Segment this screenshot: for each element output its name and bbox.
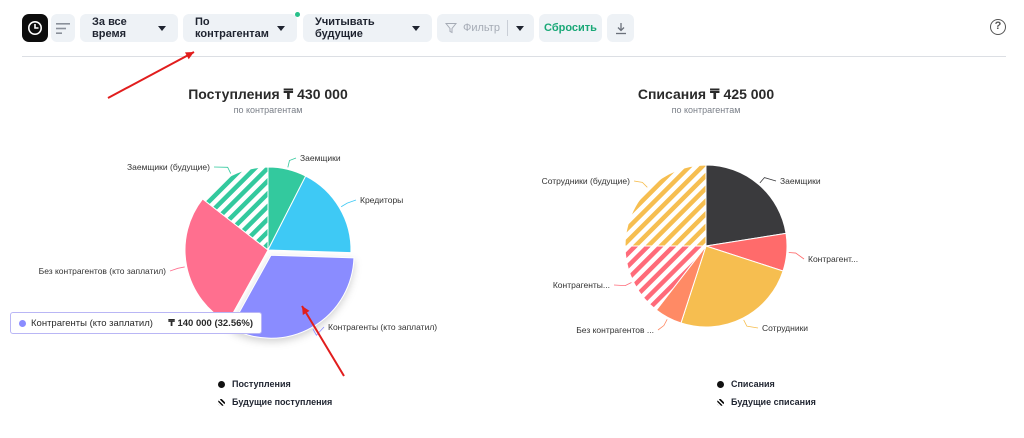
chevron-down-icon (412, 25, 420, 31)
app-logo-button[interactable] (22, 14, 48, 42)
slice-label: Контрагенты (кто заплатил) (328, 322, 437, 332)
slice-label: Сотрудники (будущие) (542, 176, 631, 186)
legend-label: Будущие списания (731, 397, 816, 407)
chevron-down-icon (158, 25, 166, 31)
legend-item[interactable]: Будущие списания (717, 393, 816, 411)
leader-line (633, 180, 648, 188)
slice-label: Контрагенты... (553, 280, 610, 290)
tooltip-value: ₸ 140 000 (32.56%) (168, 317, 253, 329)
leader-line (759, 177, 777, 184)
slice-label: Без контрагентов ... (576, 325, 654, 335)
income-chart-title: Поступления ₸ 430 000 (188, 86, 348, 102)
tooltip-color-dot (19, 319, 26, 327)
legend-item[interactable]: Списания (717, 375, 816, 393)
leader-line (788, 252, 805, 260)
leader-line (312, 326, 325, 336)
slice-label: Заемщики (780, 176, 821, 186)
filter-button-label: Фильтр (463, 22, 500, 34)
future-dropdown-label: Учитывать будущие (315, 16, 375, 40)
slice-label: Без контрагентов (кто заплатил) (39, 266, 167, 276)
annotation-arrow (107, 51, 195, 99)
pie-slice[interactable] (624, 245, 708, 311)
pie-slice[interactable] (267, 175, 352, 254)
hatched-swatch-icon (218, 398, 225, 406)
toolbar: За все время По контрагентам Учитывать б… (0, 0, 1024, 56)
pie-slice[interactable] (201, 166, 269, 252)
download-icon (615, 22, 626, 34)
hatched-swatch-icon (717, 398, 724, 406)
legend-label: Будущие поступления (232, 397, 333, 407)
leader-line (657, 319, 668, 331)
legend-item[interactable]: Поступления (218, 375, 332, 393)
leader-line (743, 319, 759, 329)
list-icon (56, 22, 70, 34)
income-legend: Поступления Будущие поступления (218, 375, 332, 411)
toolbar-divider (22, 56, 1006, 57)
leader-line (340, 199, 357, 208)
reset-button-label: Сбросить (544, 22, 597, 34)
group-by-dropdown-label: По контрагентам (195, 16, 269, 40)
slice-label: Заемщики (будущие) (127, 162, 210, 172)
slice-tooltip: Контрагенты (кто заплатил) ₸ 140 000 (32… (10, 312, 262, 334)
clock-pie-icon (28, 21, 42, 35)
expense-chart-subtitle: по контрагентам (671, 105, 741, 115)
filter-button[interactable]: Фильтр (437, 14, 534, 42)
expense-chart-title: Списания ₸ 425 000 (637, 86, 775, 102)
pie-slice[interactable] (624, 164, 707, 247)
slice-label: Кредиторы (360, 195, 403, 205)
funnel-icon (445, 23, 457, 34)
leader-line (169, 266, 185, 272)
solid-swatch-icon (218, 380, 225, 388)
reset-button[interactable]: Сбросить (539, 14, 602, 42)
list-view-button[interactable] (51, 14, 75, 42)
legend-label: Списания (731, 379, 775, 389)
tooltip-label: Контрагенты (кто заплатил) (31, 317, 153, 329)
arrow-head-icon (302, 306, 310, 315)
period-dropdown[interactable]: За все время (80, 14, 178, 42)
income-chart-subtitle: по контрагентам (233, 105, 303, 115)
legend-item[interactable]: Будущие поступления (218, 393, 332, 411)
pie-slice[interactable] (705, 164, 787, 247)
leader-line (613, 282, 632, 286)
help-icon[interactable]: ? (990, 19, 1006, 35)
filter-separator (507, 20, 508, 36)
chevron-down-icon (277, 25, 285, 31)
arrow-head-icon (185, 52, 194, 60)
download-button[interactable] (607, 14, 634, 42)
expense-legend: Списания Будущие списания (717, 375, 816, 411)
pie-slice[interactable] (680, 245, 784, 328)
slice-label: Контрагент... (808, 254, 858, 264)
chevron-down-icon[interactable] (516, 26, 524, 31)
leader-line (287, 157, 297, 168)
active-indicator-dot (295, 12, 300, 17)
group-by-dropdown[interactable]: По контрагентам (183, 12, 300, 42)
solid-swatch-icon (717, 380, 724, 388)
future-dropdown[interactable]: Учитывать будущие (303, 14, 432, 42)
slice-label: Сотрудники (762, 323, 808, 333)
annotation-arrow (301, 305, 345, 377)
period-dropdown-label: За все время (92, 16, 127, 40)
leader-line (213, 166, 232, 174)
slice-label: Заемщики (300, 153, 341, 163)
legend-label: Поступления (232, 379, 291, 389)
